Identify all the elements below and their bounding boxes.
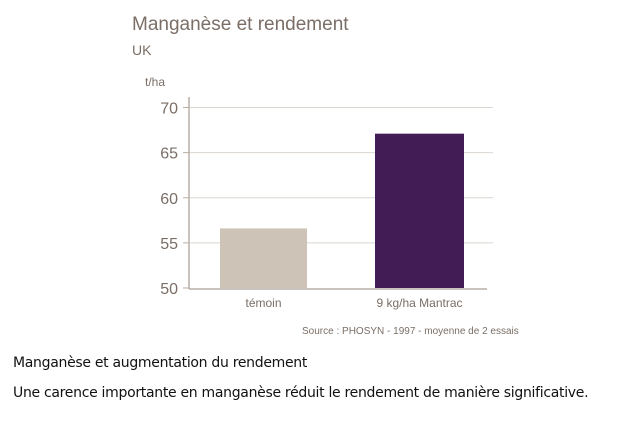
y-tick-label: 60 <box>160 191 178 208</box>
y-tick-label: 70 <box>160 101 178 118</box>
x-tick-label: 9 kg/ha Mantrac <box>376 296 462 310</box>
bar-chart: Manganèse et rendement UK t/ha 50 55 60 65 7… <box>132 14 519 337</box>
x-tick-label: témoin <box>245 296 281 310</box>
y-axis-label: t/ha <box>145 75 165 89</box>
chart-title: Manganèse et rendement <box>132 14 349 35</box>
bar-2 <box>375 133 464 288</box>
caption-text: Une carence importante en manganèse rédu… <box>13 385 589 401</box>
bar-1 <box>220 228 307 288</box>
chart-source: Source : PHOSYN - 1997 - moyenne de 2 es… <box>302 326 519 337</box>
y-tick-label: 55 <box>160 236 178 253</box>
y-tick-label: 50 <box>160 281 178 298</box>
caption-title: Manganèse et augmentation du rendement <box>13 355 308 371</box>
y-tick-label: 65 <box>160 146 178 163</box>
chart-subtitle: UK <box>132 42 152 58</box>
